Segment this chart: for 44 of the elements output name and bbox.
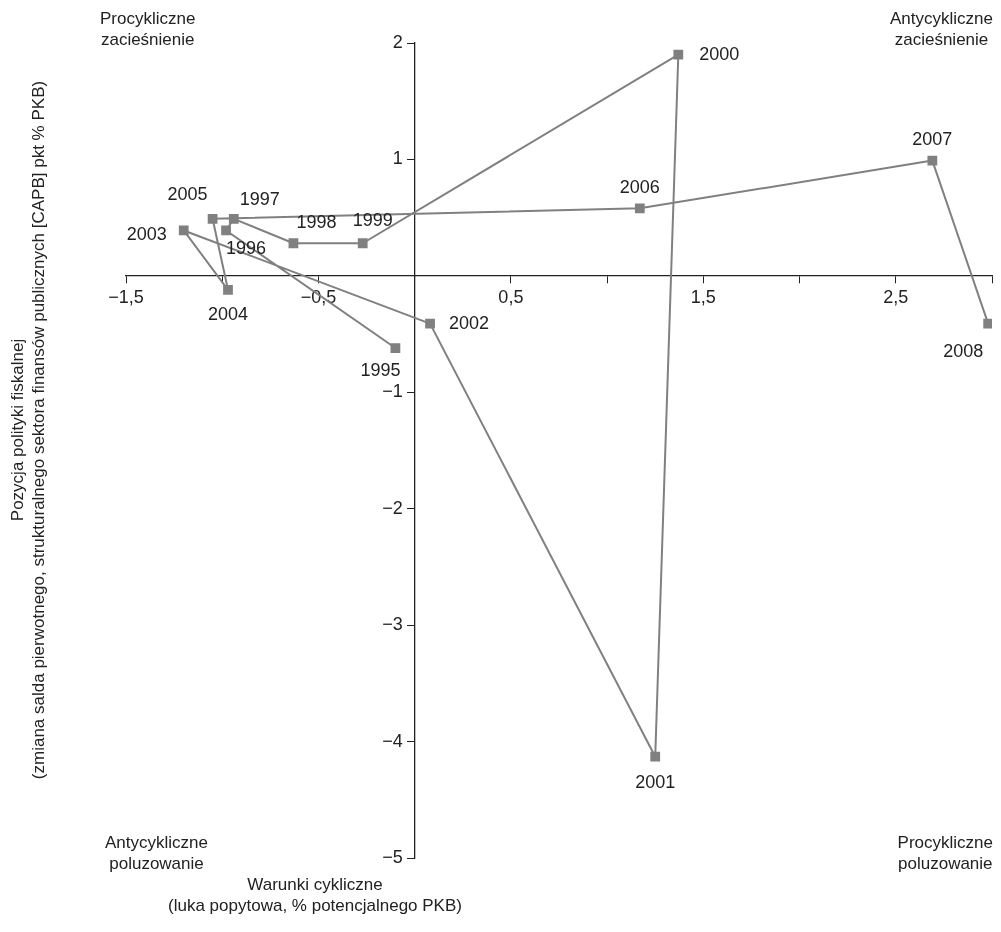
x-tick-label: −1,5 xyxy=(108,286,144,307)
point xyxy=(927,155,938,166)
annotation: 1995 xyxy=(360,360,401,381)
annotation: 1997 xyxy=(239,188,280,209)
x-tick-label: 1,5 xyxy=(690,286,716,307)
point xyxy=(634,203,645,214)
point xyxy=(983,318,992,329)
x-tick-label: 0,5 xyxy=(498,286,524,307)
annotation: 2008 xyxy=(943,340,984,361)
annotation: 2005 xyxy=(167,183,208,204)
y-tick-label: −2 xyxy=(382,497,403,518)
point xyxy=(425,318,435,329)
annotation: 2002 xyxy=(449,312,490,333)
point xyxy=(223,284,233,295)
annotation: 2001 xyxy=(635,771,676,792)
point xyxy=(357,238,368,249)
point xyxy=(673,49,684,60)
annotation: 2004 xyxy=(207,303,249,324)
point xyxy=(221,225,231,236)
annotation: Antycykliczne zacieśnienie xyxy=(890,8,993,50)
y-axis-title: Pozycja polityki fiskalnej (zmiana salda pierwotnego, strukturalnego sektora finansów publicznych [CAPB] pkt % PKB) xyxy=(7,79,49,782)
point xyxy=(390,343,401,353)
point xyxy=(228,213,239,224)
y-tick-label: 1 xyxy=(392,148,403,169)
y-tick-label: 2 xyxy=(392,31,403,52)
annotation: 2006 xyxy=(619,177,660,198)
x-tick-label: 2,5 xyxy=(883,286,909,307)
annotation: Procykliczne poluzowanie xyxy=(897,832,993,874)
y-tick-label: −5 xyxy=(382,846,403,867)
annotation: 1998 xyxy=(296,212,337,233)
annotation: Procykliczne zacieśnienie xyxy=(100,8,196,50)
point xyxy=(178,225,189,236)
annotation: 2007 xyxy=(912,128,953,149)
annotation: 2000 xyxy=(699,43,740,64)
point xyxy=(288,238,299,249)
y-tick-label: −1 xyxy=(382,381,403,402)
x-axis-title: Warunki cykliczne (luka popytowa, % potencjalnego PKB) xyxy=(167,874,463,916)
annotation: 2003 xyxy=(126,224,167,245)
annotation: 1999 xyxy=(352,210,393,231)
annotation: Antycykliczne poluzowanie xyxy=(105,832,208,874)
point xyxy=(207,213,218,224)
y-tick-label: −4 xyxy=(382,730,403,751)
y-tick-label: −3 xyxy=(382,614,403,635)
point xyxy=(650,751,661,762)
